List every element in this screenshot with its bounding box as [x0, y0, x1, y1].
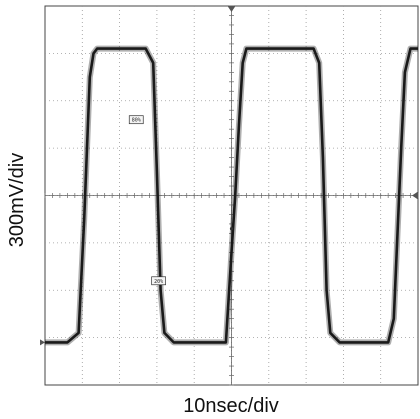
trigger-point-icon	[229, 227, 234, 231]
trigger-position-icon	[227, 6, 236, 12]
y-axis-label: 300mV/div	[6, 153, 28, 248]
trigger-level-icon	[412, 191, 418, 200]
x-axis-label: 10nsec/div	[183, 395, 279, 417]
ground-reference-icon	[40, 339, 45, 346]
graticule	[44, 5, 419, 386]
markers: 80% 20%	[40, 6, 418, 346]
waveform-trace	[45, 45, 418, 346]
cursor-label: 20%	[154, 279, 163, 285]
cursor-label-box	[128, 115, 144, 125]
cursor-label-box	[151, 276, 166, 286]
trace-line	[45, 47, 418, 344]
cursor-label: 80%	[132, 118, 141, 124]
